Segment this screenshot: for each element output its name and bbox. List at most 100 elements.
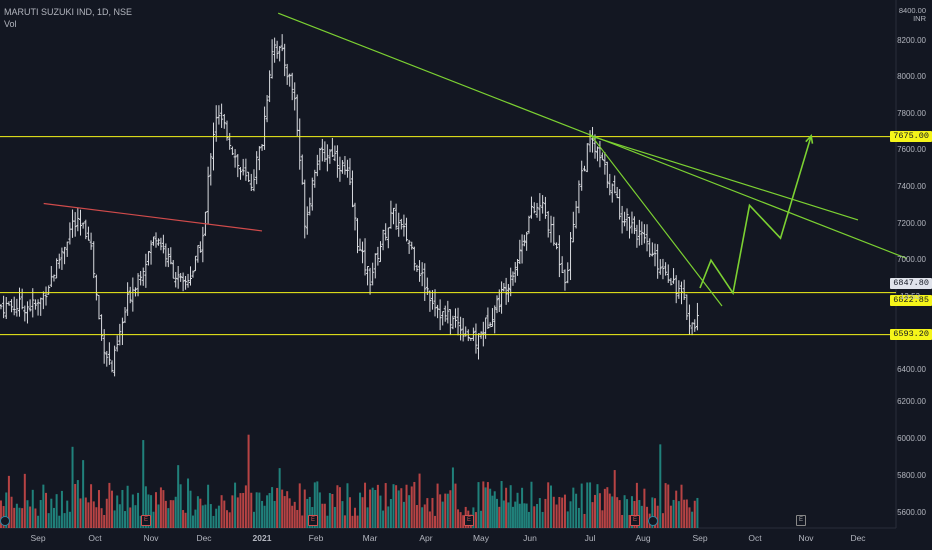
volume-bar [498, 506, 501, 528]
ohlc-bar [656, 244, 660, 279]
volume-bar [231, 495, 234, 528]
level-tag: 6593.20 [890, 328, 932, 340]
volume-bar [536, 503, 539, 528]
volume-bar [558, 497, 561, 528]
volume-bar [225, 510, 228, 528]
price-tick: 8200.00 [897, 35, 926, 45]
volume-bar [223, 500, 226, 528]
volume-bar [116, 495, 119, 528]
ohlc-bar [186, 273, 190, 288]
volume-bar [281, 489, 284, 528]
volume-bar [603, 488, 606, 528]
volume-bar [207, 484, 210, 528]
volume-bar [384, 483, 387, 528]
ohlc-bar [361, 241, 365, 264]
volume-bar [431, 497, 434, 528]
volume-bar [306, 498, 309, 528]
volume-bar [575, 493, 578, 528]
volume-bar [491, 495, 494, 528]
trendline-upper [277, 12, 907, 259]
time-tick: Dec [196, 533, 212, 543]
ohlc-bar [230, 146, 234, 156]
ohlc-bar [81, 222, 85, 229]
earnings-marker[interactable]: E [630, 515, 640, 526]
earnings-marker[interactable]: E [141, 515, 151, 526]
ohlc-bar [156, 238, 160, 246]
volume-bar [613, 470, 616, 528]
volume-bar [250, 492, 253, 528]
volume-bar [252, 511, 255, 528]
volume-bar [538, 498, 541, 528]
ohlc-bar [588, 130, 592, 153]
ohlc-bar [563, 269, 567, 291]
volume-bar [39, 500, 42, 528]
volume-bar [242, 492, 245, 528]
volume-bar [423, 504, 426, 528]
ohlc-bar [126, 282, 130, 316]
volume-bar [100, 508, 103, 528]
volume-bar [454, 483, 457, 528]
ohlc-bar [115, 335, 119, 352]
volume-bar [215, 508, 218, 528]
volume-bar [321, 503, 324, 528]
volume-bar [618, 500, 621, 528]
volume-bar [480, 510, 483, 528]
ohlc-bar [318, 147, 322, 171]
ohlc-bar [481, 321, 485, 347]
dividend-marker[interactable] [648, 516, 658, 526]
ohlc-bar [18, 287, 22, 317]
ohlc-bar [488, 322, 492, 328]
volume-bar [596, 484, 599, 528]
volume-bar [541, 511, 544, 528]
volume-bar [182, 510, 185, 528]
ohlc-bar [128, 286, 132, 304]
volume-bar [313, 482, 316, 528]
ohlc-bar [628, 216, 632, 239]
ohlc-bar [295, 94, 299, 136]
ohlc-bar [92, 241, 96, 279]
volume-bar [333, 506, 336, 528]
dividend-marker[interactable] [0, 516, 10, 526]
volume-bar [439, 494, 442, 528]
volume-bar [669, 505, 672, 528]
volume-bar [516, 492, 519, 528]
earnings-marker[interactable]: E [308, 515, 318, 526]
volume-bar [21, 508, 24, 528]
ohlc-bar [176, 265, 180, 289]
volume-bar [37, 515, 40, 528]
ohlc-bar [350, 170, 354, 208]
ohlc-bar [4, 296, 8, 320]
ohlc-bar [378, 241, 382, 263]
volume-bar [154, 492, 157, 528]
volume-bar [400, 488, 403, 528]
volume-bar [505, 487, 508, 528]
volume-bar [493, 491, 496, 528]
volume-bar [152, 511, 155, 528]
projection-line [699, 135, 812, 296]
volume-bar [672, 499, 675, 528]
ohlc-bar [381, 229, 385, 251]
ohlc-bar [666, 264, 670, 283]
volume-bar [298, 483, 301, 528]
ohlc-bar [580, 160, 584, 191]
ohlc-bar [49, 266, 53, 288]
volume-bar [561, 497, 564, 528]
top-price-label: 8400.00 [898, 6, 926, 15]
volume-bar [392, 484, 395, 528]
ohlc-bar [252, 169, 256, 192]
ohlc-bar [285, 63, 289, 85]
ohlc-bar [169, 247, 173, 265]
volume-bar [336, 485, 339, 528]
ohlc-bar [300, 154, 304, 185]
ohlc-bar [41, 291, 45, 310]
volume-bar [82, 460, 85, 528]
ohlc-bar [33, 299, 37, 310]
earnings-marker[interactable]: E [464, 515, 474, 526]
ohlc-bar [392, 207, 396, 225]
earnings-marker[interactable]: E [796, 515, 806, 526]
bar-countdown: 13:53 [899, 292, 920, 302]
ohlc-bar [555, 242, 559, 250]
ohlc-bar [212, 122, 216, 171]
ohlc-bar [263, 106, 267, 150]
